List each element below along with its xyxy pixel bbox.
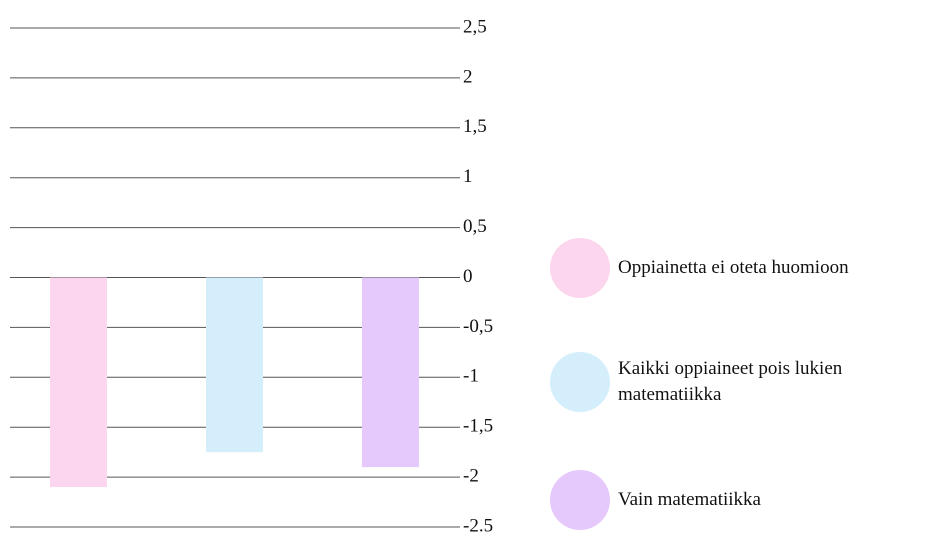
y-tick-label: -2 xyxy=(463,465,479,486)
bar xyxy=(50,277,107,488)
legend-swatch xyxy=(550,470,610,530)
y-tick-label: 1,5 xyxy=(463,116,487,137)
y-tick-label: -0,5 xyxy=(463,316,493,337)
y-tick-label: 0,5 xyxy=(463,216,487,237)
legend-label: Oppiainetta ei oteta huomioon xyxy=(618,257,849,278)
y-tick-label: 2,5 xyxy=(463,16,487,37)
y-tick-label: -1,5 xyxy=(463,416,493,437)
y-tick-label: 2 xyxy=(463,66,473,87)
y-tick-label: -2.5 xyxy=(463,515,493,533)
legend-label: Vain matematiikka xyxy=(618,489,761,510)
legend-swatch xyxy=(550,352,610,412)
legend-label: Kaikki oppiaineet pois lukien matematiik… xyxy=(618,358,843,405)
bar xyxy=(206,277,263,453)
y-tick-label: 1 xyxy=(463,166,473,187)
y-tick-label: -1 xyxy=(463,366,479,387)
y-tick-label: 0 xyxy=(463,266,473,287)
legend-swatch xyxy=(550,238,610,298)
bar xyxy=(362,277,419,468)
